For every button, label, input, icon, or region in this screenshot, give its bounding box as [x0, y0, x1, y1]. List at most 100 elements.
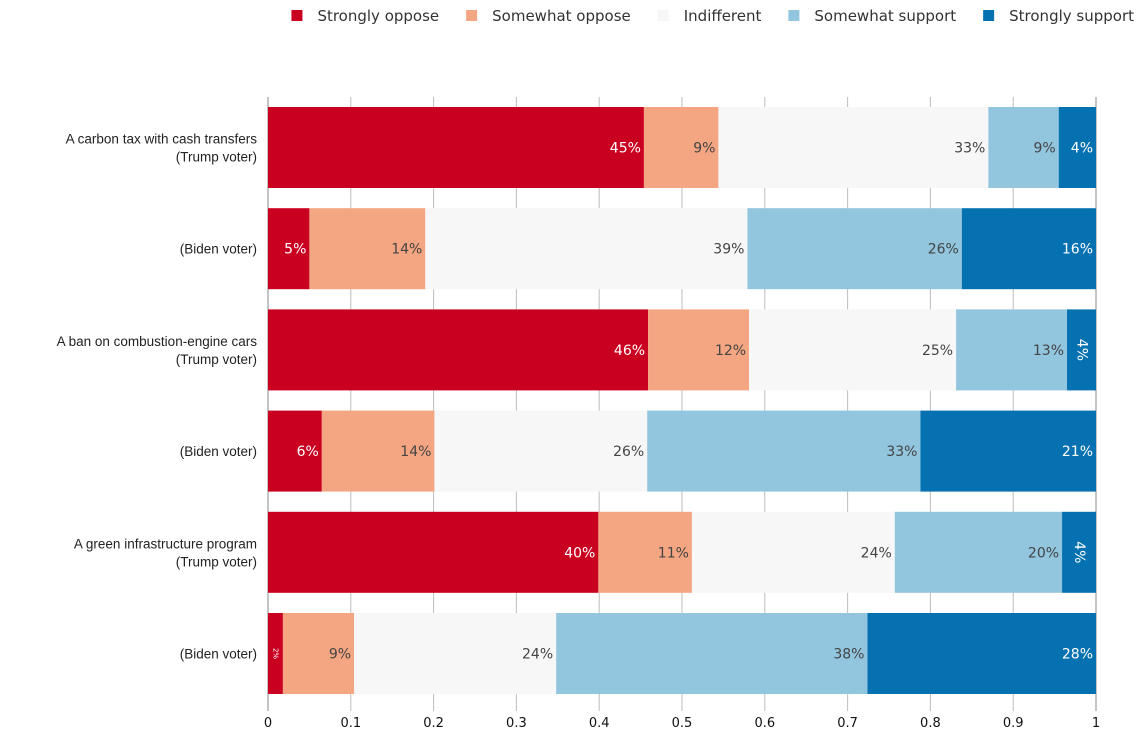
data-label: 6%	[297, 444, 319, 460]
legend-label: Strongly oppose	[317, 7, 439, 25]
data-label: 45%	[610, 141, 641, 157]
data-label: 40%	[564, 545, 595, 561]
data-label: 13%	[1033, 343, 1064, 359]
bar-segment	[268, 613, 283, 694]
bar-segment	[988, 107, 1059, 188]
data-label: 46%	[614, 343, 645, 359]
legend-label: Strongly support	[1009, 7, 1134, 25]
bar-segment	[867, 613, 1096, 694]
data-label: 4%	[1071, 541, 1087, 563]
data-label: 4%	[1071, 141, 1093, 157]
bar-segment	[894, 511, 1063, 593]
legend-label: Indifferent	[684, 7, 762, 25]
bar-segment	[556, 613, 868, 694]
category-label: (Trump voter)	[176, 150, 257, 165]
bar-segment	[598, 511, 692, 593]
category-label: (Biden voter)	[180, 242, 257, 257]
data-label: 12%	[715, 343, 746, 359]
legend-item: Somewhat oppose	[466, 7, 631, 25]
bar-segment	[1067, 309, 1096, 391]
category-label: A carbon tax with cash transfers	[66, 132, 258, 147]
legend-item: Indifferent	[657, 7, 762, 25]
legend-item: Somewhat support	[788, 7, 956, 25]
x-tick-label: 0.7	[837, 716, 858, 731]
legend-label: Somewhat support	[814, 7, 956, 25]
category-label: (Trump voter)	[176, 352, 257, 367]
data-label: 9%	[693, 141, 715, 157]
data-label: 28%	[1062, 647, 1093, 663]
category-label: A ban on combustion-engine cars	[57, 334, 258, 349]
legend-swatch	[983, 10, 995, 21]
data-label: 14%	[391, 242, 422, 258]
legend-label: Somewhat oppose	[492, 7, 631, 25]
category-label: (Trump voter)	[176, 554, 257, 569]
data-label: 38%	[833, 647, 864, 663]
x-tick-label: 0.3	[506, 716, 527, 731]
category-label: (Biden voter)	[180, 444, 257, 459]
data-label: 25%	[922, 343, 953, 359]
category-label: (Biden voter)	[180, 647, 257, 662]
bar-segment	[268, 107, 644, 188]
bar-segment	[425, 208, 748, 290]
data-label: 39%	[713, 242, 744, 258]
data-label: 5%	[284, 242, 306, 258]
data-label: 24%	[522, 647, 553, 663]
bar-segment	[1062, 511, 1096, 593]
x-tick-label: 0.4	[589, 716, 610, 731]
legend-item: Strongly oppose	[291, 7, 439, 25]
bars: 45% 9% 33% 9% 4% 5% 14% 39% 26% 16% 46% 12% 25% 13% 4%…	[268, 107, 1096, 694]
bar-segment	[647, 410, 921, 492]
bar-segment	[718, 107, 989, 188]
legend-swatch	[291, 10, 303, 21]
data-label: 9%	[329, 647, 351, 663]
data-label: 26%	[928, 242, 959, 258]
data-label: 4%	[1074, 339, 1090, 361]
bar-segment	[268, 511, 599, 593]
bar-segment	[268, 410, 322, 492]
x-tick-label: 0.2	[423, 716, 444, 731]
gridlines	[267, 97, 1097, 711]
x-tick-label: 0.1	[340, 716, 361, 731]
bar-segment	[268, 208, 310, 290]
legend-swatch	[788, 10, 800, 21]
category-labels: A carbon tax with cash transfers (Trump v…	[57, 132, 258, 662]
data-label: 21%	[1062, 444, 1093, 460]
bar-segment	[309, 208, 426, 290]
data-label: 9%	[1034, 141, 1056, 157]
bar-segment	[956, 309, 1068, 391]
data-label: 16%	[1062, 242, 1093, 258]
legend-item: Strongly support	[983, 7, 1134, 25]
data-label: 14%	[400, 444, 431, 460]
legend-swatch	[657, 10, 669, 21]
bar-segment	[648, 309, 750, 391]
data-label: 20%	[1028, 545, 1059, 561]
x-tick-label: 1	[1092, 716, 1100, 731]
bar-segment	[961, 208, 1096, 290]
bar-segment	[1058, 107, 1096, 188]
legend-swatch	[466, 10, 478, 21]
bar-segment	[749, 309, 957, 391]
bar-segment	[691, 511, 895, 593]
bar-segment	[282, 613, 355, 694]
bar-segment	[920, 410, 1096, 492]
bar-segment	[434, 410, 648, 492]
legend: Strongly oppose Somewhat oppose Indifferen…	[291, 7, 1134, 25]
data-label: 33%	[886, 444, 917, 460]
data-label: 2%	[271, 648, 279, 659]
bar-segment	[321, 410, 435, 492]
category-label: A green infrastructure program	[74, 536, 257, 551]
x-tick-label: 0.5	[672, 716, 693, 731]
x-tick-label: 0	[264, 716, 272, 731]
x-tick-label: 0.9	[1003, 716, 1024, 731]
x-tick-label: 0.8	[920, 716, 941, 731]
bar-segment	[643, 107, 719, 188]
data-label: 11%	[658, 545, 689, 561]
data-label: 33%	[954, 141, 985, 157]
bar-segment	[354, 613, 557, 694]
bar-segment	[268, 309, 649, 391]
data-label: 26%	[613, 444, 644, 460]
x-tick-label: 0.6	[754, 716, 775, 731]
data-label: 24%	[861, 545, 892, 561]
bar-segment	[747, 208, 962, 290]
